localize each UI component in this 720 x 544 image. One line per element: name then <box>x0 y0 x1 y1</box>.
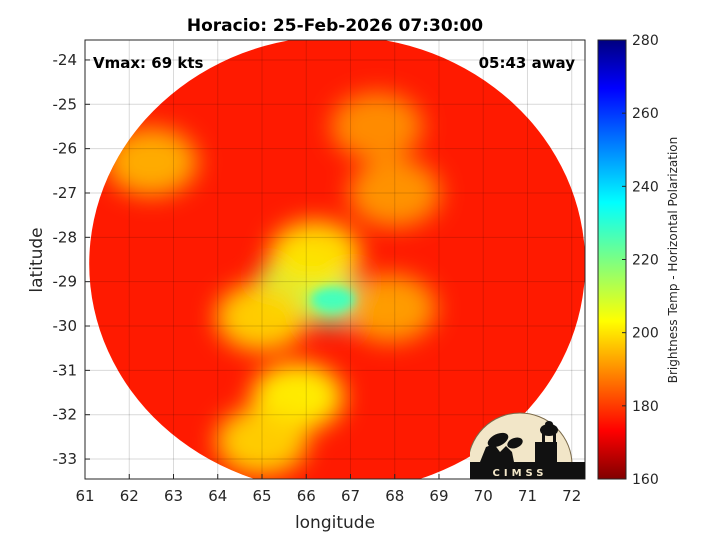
x-tick-label: 65 <box>252 487 271 505</box>
colorbar-tick-label: 180 <box>632 399 659 415</box>
colorbar-ticks: 160 180 200 220 240 260 280 <box>622 33 659 488</box>
grid-lines <box>85 40 585 479</box>
swath-feature-spot-west <box>105 127 198 196</box>
y-tick-label: -33 <box>53 450 78 468</box>
cimss-logo-text: CIMSS <box>493 468 548 479</box>
cimss-logo: CIMSS <box>470 412 585 479</box>
colorbar-tick-label: 200 <box>632 326 659 342</box>
x-tick-label: 64 <box>208 487 227 505</box>
x-tick-label: 61 <box>75 487 94 505</box>
x-tick-label: 71 <box>518 487 537 505</box>
colorbar-tick-label: 240 <box>632 179 659 195</box>
x-tick-label: 66 <box>297 487 316 505</box>
x-tick-label: 68 <box>385 487 404 505</box>
y-tick-label: -32 <box>53 406 78 424</box>
colorbar-tick-label: 260 <box>632 106 659 122</box>
y-tick-label: -31 <box>53 361 78 379</box>
x-tick-label: 62 <box>120 487 139 505</box>
swath-feature-band-east <box>344 274 437 343</box>
x-tick-label: 72 <box>562 487 581 505</box>
x-tick-label: 70 <box>474 487 493 505</box>
time-away-annotation: 05:43 away <box>479 54 576 72</box>
y-tick-label: -24 <box>53 51 78 69</box>
swath-feature-inner-core-north <box>269 221 361 290</box>
y-tick-label: -27 <box>53 184 78 202</box>
colorbar-tick-label: 220 <box>632 253 659 269</box>
y-tick-label: -29 <box>53 273 78 291</box>
x-axis-label: longitude <box>295 513 375 533</box>
x-axis-ticks: 61 62 63 64 65 66 67 68 69 70 71 72 <box>75 474 581 505</box>
vmax-annotation: Vmax: 69 kts <box>93 54 203 72</box>
y-tick-label: -26 <box>53 140 78 158</box>
colorbar <box>597 39 627 480</box>
y-axis-ticks: -24 -25 -26 -27 -28 -29 -30 -31 -32 -33 <box>53 51 90 468</box>
y-axis-label: latitude <box>27 227 47 292</box>
swath-feature-band-north-1 <box>348 158 441 227</box>
colorbar-label: Brightness Temp - Horizontal Polarizatio… <box>666 137 680 384</box>
swath-feature-band-southwest <box>216 407 308 476</box>
x-tick-label: 63 <box>164 487 183 505</box>
swath-feature-band-north-2 <box>331 92 423 161</box>
swath-layer <box>89 40 585 479</box>
y-tick-label: -30 <box>53 317 78 335</box>
chart-title: Horacio: 25-Feb-2026 07:30:00 <box>187 16 483 36</box>
colorbar-tick-label: 280 <box>632 33 659 49</box>
x-tick-label: 69 <box>429 487 448 505</box>
y-tick-label: -28 <box>53 228 78 246</box>
plot-frame <box>84 39 586 480</box>
x-tick-label: 67 <box>341 487 360 505</box>
colorbar-tick-label: 160 <box>632 472 659 488</box>
y-tick-label: -25 <box>53 95 78 113</box>
swath-core-highlight <box>310 287 355 312</box>
swath-feature-band-west <box>216 283 308 352</box>
